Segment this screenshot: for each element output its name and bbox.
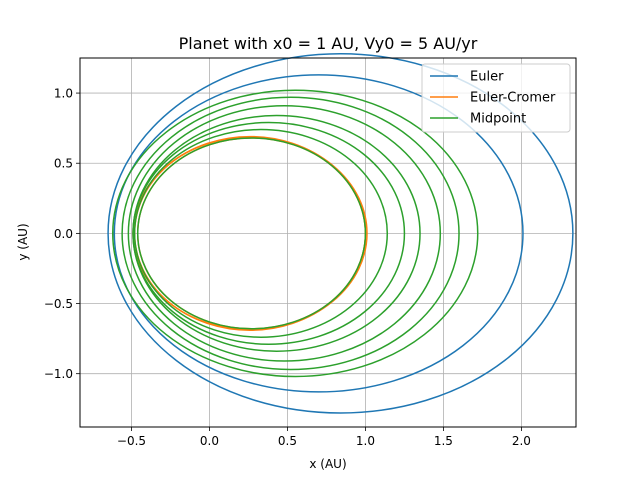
plot-frame [79, 57, 577, 428]
orbit-path [127, 104, 442, 362]
y-axis-label: y (AU) [16, 223, 30, 260]
x-tick-label: 1.5 [434, 434, 453, 448]
orbit-path [136, 137, 367, 330]
series-group [107, 53, 574, 414]
x-tick-label: 0.0 [200, 434, 219, 448]
legend-box [421, 63, 571, 133]
y-tick-label: 1.0 [54, 87, 73, 101]
orbit-path [113, 74, 524, 393]
legend-label: Euler [470, 70, 504, 85]
series-euler [107, 53, 574, 414]
chart-title: Planet with x0 = 1 AU, Vy0 = 5 AU/yr [179, 34, 478, 53]
x-tick-label: 1.0 [356, 434, 375, 448]
x-tick-label: −0.5 [117, 434, 146, 448]
x-tick-label: 2.0 [512, 434, 531, 448]
orbit-path [112, 89, 479, 378]
y-tick-label: 0.5 [54, 157, 73, 171]
orbit-path [132, 114, 421, 352]
axis-ticks: −0.5 0.0 0.5 1.0 1.5 2.0 −1.0 −0.5 0.0 0.5 1.0 [44, 87, 531, 448]
legend-label: Midpoint [470, 112, 526, 127]
orbit-path [133, 128, 389, 338]
legend: Euler Euler-Cromer Midpoint [421, 63, 571, 133]
y-tick-label: −1.0 [44, 367, 73, 381]
legend-label: Euler-Cromer [470, 91, 556, 106]
x-axis-label: x (AU) [309, 457, 346, 471]
x-tick-label: 0.5 [278, 434, 297, 448]
y-tick-label: −0.5 [44, 297, 73, 311]
orbit-path [121, 96, 460, 371]
orbit-path [107, 53, 574, 414]
series-midpoint [112, 89, 479, 378]
y-tick-label: 0.0 [54, 227, 73, 241]
